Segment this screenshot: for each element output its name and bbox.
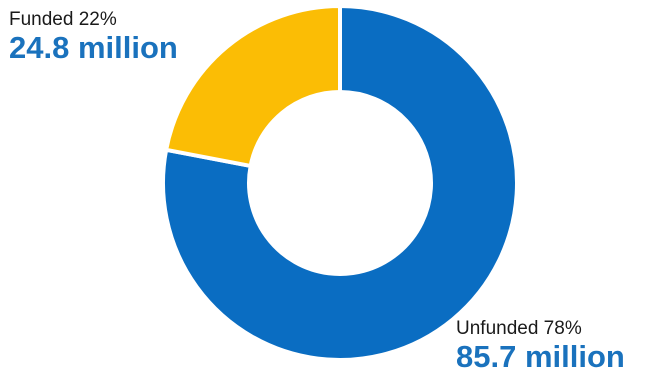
funded-value-label: 24.8 million <box>9 30 178 65</box>
funded-label: Funded 22% 24.8 million <box>9 9 178 65</box>
unfunded-percent-label: Unfunded 78% <box>456 318 582 339</box>
funded-percent-label: Funded 22% <box>9 9 117 30</box>
slice-funded <box>163 3 342 169</box>
unfunded-value-label: 85.7 million <box>456 339 625 374</box>
slice-unfunded <box>161 3 519 362</box>
unfunded-label: Unfunded 78% 85.7 million <box>456 318 625 374</box>
